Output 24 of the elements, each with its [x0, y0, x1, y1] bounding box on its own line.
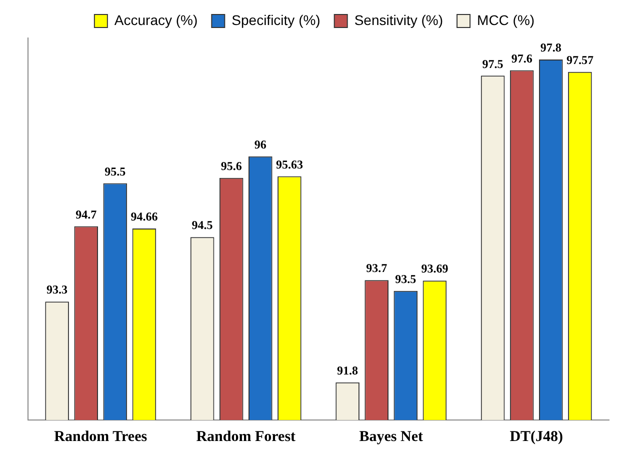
- data-label: 95.5: [104, 164, 126, 178]
- x-tick-label: Random Forest: [196, 428, 296, 445]
- data-label: 93.5: [395, 272, 416, 286]
- x-tick-label: Bayes Net: [359, 428, 423, 445]
- data-label: 96: [254, 137, 266, 152]
- legend-label: Accuracy (%): [114, 12, 198, 28]
- legend-label: Specificity (%): [232, 12, 320, 28]
- legend-label: Sensitivity (%): [354, 12, 444, 28]
- data-label: 91.8: [337, 363, 358, 378]
- x-tick-label: DT(J48): [510, 428, 564, 445]
- data-label: 94.5: [192, 218, 213, 232]
- data-label: 95.6: [220, 158, 242, 173]
- legend-label: MCC (%): [477, 12, 535, 28]
- data-label: 94.7: [76, 207, 97, 222]
- data-label: 97.6: [511, 51, 532, 66]
- data-label: 97.57: [566, 52, 594, 67]
- data-label: 93.3: [46, 282, 68, 297]
- data-label: 94.66: [130, 210, 158, 224]
- data-label: 93.69: [421, 262, 448, 276]
- data-label: 97.5: [482, 56, 504, 71]
- x-tick-label: Random Trees: [54, 428, 148, 445]
- data-label: 93.7: [366, 261, 388, 276]
- data-label: 97.8: [540, 40, 562, 55]
- data-label: 95.63: [276, 157, 303, 172]
